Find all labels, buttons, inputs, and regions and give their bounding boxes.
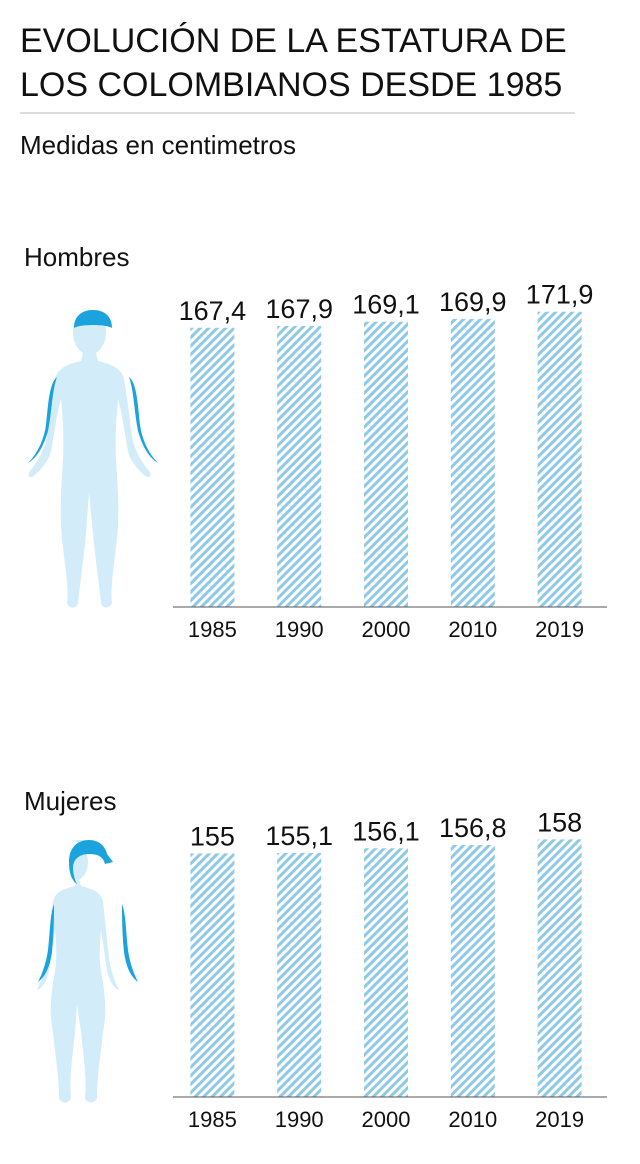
x-tick-label: 2010	[448, 617, 497, 642]
value-label: 167,4	[179, 296, 247, 326]
value-label: 167,9	[265, 294, 333, 324]
woman-figure	[37, 840, 138, 1103]
x-tick-label: 1985	[188, 617, 237, 642]
x-tick-label: 2019	[535, 1107, 584, 1132]
bar	[537, 311, 582, 607]
value-label: 158	[537, 807, 582, 837]
x-tick-label: 2000	[362, 1107, 411, 1132]
bar	[364, 848, 408, 1097]
x-tick-label: 2019	[535, 617, 584, 642]
title-line: EVOLUCIÓN DE LA ESTATURA DE	[20, 22, 567, 60]
bar	[190, 853, 235, 1097]
bar	[450, 318, 495, 607]
bar	[450, 844, 495, 1097]
man-figure	[28, 310, 158, 608]
x-tick-label: 1990	[275, 617, 324, 642]
bar	[364, 321, 408, 607]
x-tick-label: 2010	[448, 1107, 497, 1132]
value-label: 171,9	[526, 280, 594, 310]
bar	[537, 839, 582, 1097]
value-label: 155,1	[265, 821, 333, 851]
value-label: 169,9	[439, 287, 507, 317]
bar	[277, 325, 322, 607]
panel-title: Hombres	[24, 242, 129, 272]
bar	[190, 327, 235, 607]
x-tick-label: 2000	[362, 617, 411, 642]
value-label: 155	[190, 821, 235, 851]
subtitle: Medidas en centimetros	[20, 130, 296, 160]
value-label: 169,1	[352, 290, 420, 320]
x-tick-label: 1990	[275, 1107, 324, 1132]
value-label: 156,1	[352, 816, 420, 846]
title-line: LOS COLOMBIANOS DESDE 1985	[20, 66, 562, 104]
x-tick-label: 1985	[188, 1107, 237, 1132]
bar	[277, 852, 322, 1097]
value-label: 156,8	[439, 813, 507, 843]
panel-title: Mujeres	[24, 786, 116, 816]
